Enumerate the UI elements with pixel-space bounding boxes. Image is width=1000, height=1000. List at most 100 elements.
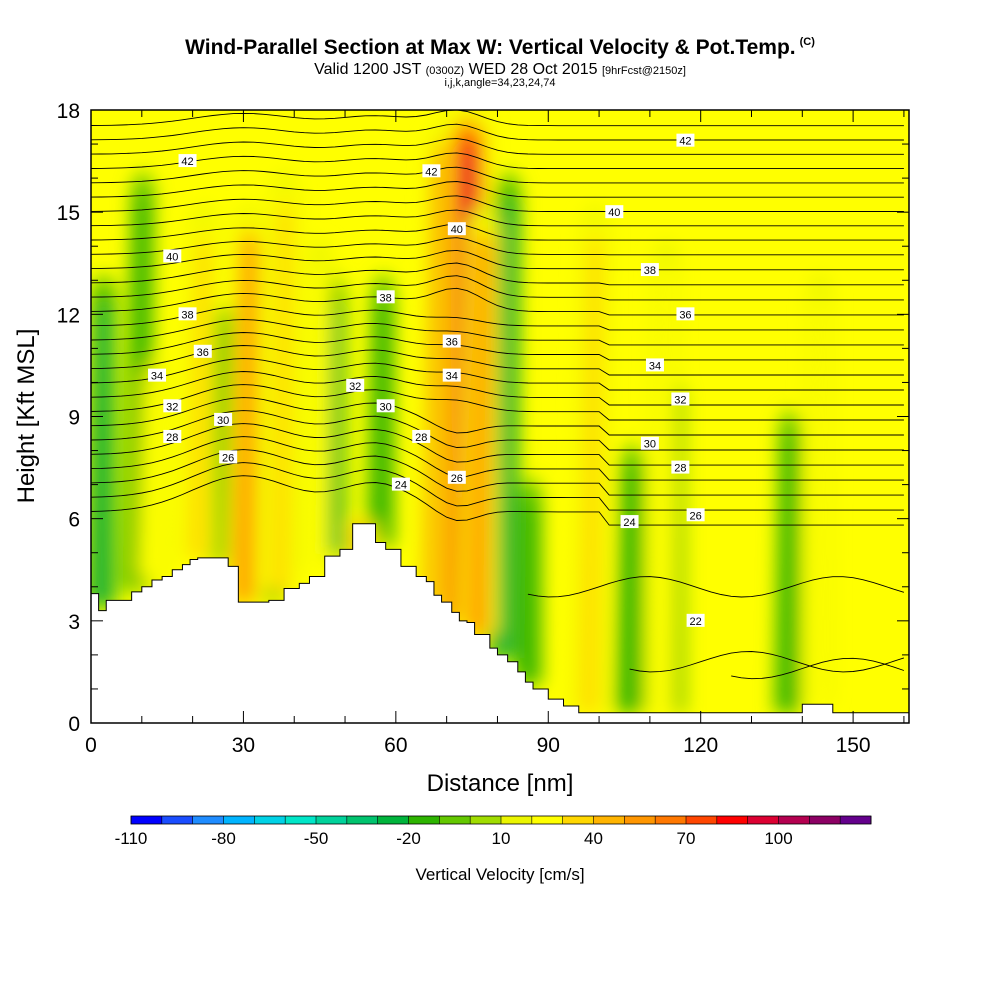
- colorbar-swatch-15: [593, 816, 625, 824]
- colorbar-swatch-20: [747, 816, 779, 824]
- contour-label-bg-20: [640, 436, 659, 450]
- low-isentrope-line-2: [731, 657, 905, 680]
- isentrope-line-1: [91, 462, 904, 511]
- x-tick-label-0: 0: [85, 734, 97, 757]
- contour-label-12: 34: [151, 371, 163, 383]
- contour-label-bg-0: [178, 154, 197, 168]
- colorbar-tick-label-7: 100: [764, 829, 792, 848]
- contour-label-15: 32: [166, 401, 178, 413]
- contour-label-6: 38: [181, 309, 193, 321]
- copyright-mark: (C): [799, 36, 815, 48]
- isentrope-line-14: [91, 287, 904, 316]
- contour-label-26: 26: [689, 510, 701, 522]
- contour-label-bg-17: [671, 392, 690, 406]
- colorbar-tick-label-4: 10: [492, 829, 511, 848]
- contour-label-bg-18: [214, 412, 233, 426]
- potential-temperature-contours: [91, 110, 905, 680]
- colorbar-swatch-19: [716, 816, 748, 824]
- contour-label-bg-15: [163, 399, 182, 413]
- isentrope-line-24: [91, 152, 904, 170]
- contour-label-bg-21: [163, 429, 182, 443]
- y-tick-label-9: 9: [68, 407, 80, 430]
- updraft-plume-9-level-2: [581, 233, 602, 713]
- colorbar-swatch-16: [624, 816, 656, 824]
- contour-label-14: 34: [649, 360, 661, 372]
- y-tick-label-15: 15: [57, 202, 80, 225]
- isentrope-line-22: [91, 181, 904, 198]
- isentrope-line-13: [91, 306, 904, 331]
- x-tick-label-120: 120: [683, 734, 718, 757]
- contour-label-23: 28: [674, 463, 686, 475]
- contour-label-bg-1: [422, 164, 441, 178]
- contour-label-1: 42: [425, 166, 437, 178]
- isentrope-line-8: [91, 371, 904, 406]
- contour-label-bg-5: [605, 205, 624, 219]
- colorbar-tick-label-0: -110: [115, 829, 148, 848]
- colorbar-label: Vertical Velocity [cm/s]: [415, 865, 584, 884]
- y-tick-label-12: 12: [57, 304, 80, 327]
- colorbar-tick-label-2: -50: [304, 829, 329, 848]
- contour-label-8: 38: [644, 265, 656, 277]
- y-tick-label-3: 3: [68, 611, 80, 634]
- updraft-plume-10-level-1: [650, 258, 674, 713]
- colorbar-swatch-1: [161, 816, 193, 824]
- contour-label-bg-14: [645, 358, 664, 372]
- y-tick-label-6: 6: [68, 509, 80, 532]
- contour-label-bg-7: [376, 290, 395, 304]
- valid-utc-label: (0300Z): [425, 65, 465, 77]
- colorbar-swatch-4: [254, 816, 286, 824]
- isentrope-line-15: [91, 275, 904, 301]
- updraft-plume-11-level-1: [808, 292, 828, 705]
- section-parameters: i,j,k,angle=34,23,24,74: [444, 77, 556, 89]
- downdraft-plume-8-level-1: [519, 497, 538, 685]
- contour-label-bg-6: [178, 307, 197, 321]
- colorbar-tick-label-5: 40: [584, 829, 603, 848]
- contour-label-11: 36: [679, 309, 691, 321]
- contour-label-bg-26: [686, 508, 705, 522]
- x-axis-label: Distance [nm]: [427, 770, 574, 797]
- colorbar-swatch-2: [192, 816, 224, 824]
- colorbar-swatch-22: [809, 816, 841, 824]
- isentrope-line-3: [91, 436, 904, 481]
- contour-label-21: 28: [166, 432, 178, 444]
- colorbar-swatch-18: [686, 816, 718, 824]
- isentrope-line-26: [91, 123, 904, 141]
- colorbar-swatch-5: [285, 816, 317, 824]
- isentrope-line-7: [91, 384, 904, 421]
- contour-label-bg-3: [163, 249, 182, 263]
- colorbar-swatch-9: [408, 816, 440, 824]
- low-isentrope-line-0: [527, 576, 905, 598]
- colorbar-swatch-3: [223, 816, 255, 824]
- colorbar-swatch-11: [470, 816, 502, 824]
- plot-area: 42 42 42 40 40 40 38 38 38 36 36 36 34 34 34 32 32 32 30 30…: [91, 110, 909, 723]
- contour-label-27: 24: [395, 480, 407, 492]
- x-tick-label-150: 150: [836, 734, 871, 757]
- contour-label-bg-11: [676, 307, 695, 321]
- contour-label-28: 24: [623, 517, 635, 529]
- contour-label-10: 36: [446, 337, 458, 349]
- contour-labels: 42 42 42 40 40 40 38 38 38 36 36 36 34 34 34 32 32 32 30 30…: [148, 133, 705, 628]
- isentrope-line-18: [91, 237, 904, 256]
- x-tick-label-30: 30: [232, 734, 255, 757]
- contour-label-3: 40: [166, 251, 178, 263]
- contour-label-bg-19: [376, 399, 395, 413]
- contour-label-19: 30: [380, 401, 392, 413]
- colorbar-swatch-23: [840, 816, 872, 824]
- contour-label-24: 26: [222, 452, 234, 464]
- updraft-plume-0-level-1: [142, 378, 163, 580]
- contour-label-bg-16: [346, 378, 365, 392]
- valid-time-label: Valid 1200 JST: [314, 61, 422, 78]
- isentrope-line-19: [91, 223, 904, 241]
- colorbar-swatch-17: [655, 816, 687, 824]
- y-axis-label: Height [Kft MSL]: [13, 329, 40, 504]
- x-tick-label-90: 90: [537, 734, 560, 757]
- contour-label-20: 30: [644, 439, 656, 451]
- contour-label-2: 42: [679, 136, 691, 148]
- contour-label-bg-24: [219, 450, 238, 464]
- contour-label-bg-2: [676, 133, 695, 147]
- colorbar-swatch-21: [778, 816, 810, 824]
- contour-label-29: 22: [689, 616, 701, 628]
- isentrope-line-10: [91, 345, 904, 376]
- vertical-velocity-field: [91, 110, 833, 713]
